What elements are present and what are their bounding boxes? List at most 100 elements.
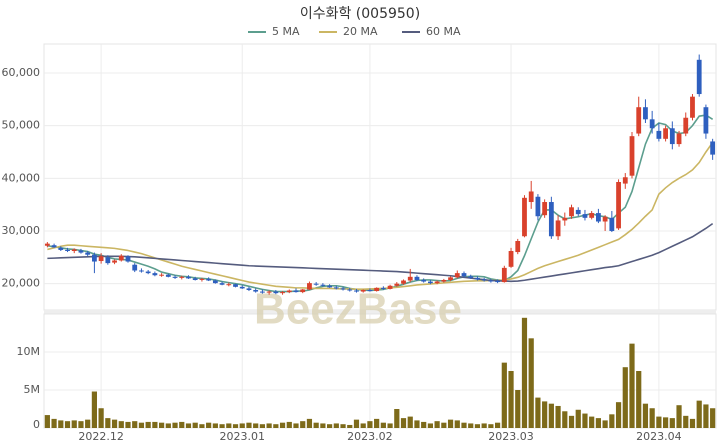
candle-body [622, 177, 628, 184]
volume-bar [474, 424, 481, 428]
volume-bar [649, 408, 655, 428]
candle-body [380, 287, 386, 289]
candle-body [387, 285, 393, 289]
candle-body [649, 119, 655, 129]
volume-bar [689, 418, 696, 428]
legend-label: 20 MA [343, 25, 378, 38]
volume-bar [676, 405, 682, 428]
candle-body [159, 274, 164, 276]
candle-body [226, 284, 232, 286]
candle-body [696, 59, 702, 95]
volume-bar [219, 424, 225, 428]
candle-body [253, 289, 259, 292]
candle-body [495, 281, 500, 283]
candle-body [165, 274, 171, 277]
volume-bar [253, 423, 259, 428]
volume-bar [421, 421, 427, 428]
volume-bar [353, 419, 360, 428]
volume-bar [642, 403, 649, 428]
volume-bar [589, 416, 595, 428]
candle-body [172, 276, 178, 278]
candle-body [394, 283, 400, 286]
candle-body [582, 214, 588, 218]
volume-bar [548, 403, 554, 428]
volume-bar [387, 423, 393, 428]
ma-line [47, 114, 714, 293]
volume-bar [555, 405, 561, 428]
y-tick-label: 60,000 [2, 66, 41, 79]
volume-bar [454, 420, 460, 428]
candle-body [407, 276, 413, 281]
candle-body [186, 276, 191, 279]
candle-body [515, 240, 521, 253]
candle-body [132, 264, 138, 271]
volume-bar [656, 416, 662, 428]
candle-body [340, 288, 346, 290]
volume-bar [622, 367, 628, 428]
candle-body [179, 276, 185, 278]
volume-bar [615, 402, 622, 428]
candle-body [125, 256, 131, 262]
candle-body [535, 196, 541, 217]
volume-bar [145, 421, 151, 428]
y-tick-label: 10M [17, 345, 41, 358]
candle-body [575, 209, 581, 215]
candle-body [71, 249, 77, 252]
candle-body [528, 191, 534, 203]
candle-body [367, 289, 373, 292]
x-tick-label: 2023.03 [488, 430, 534, 443]
volume-bar [259, 424, 265, 428]
candle-body [199, 278, 205, 280]
candle-body [676, 133, 682, 145]
volume-bar [179, 421, 185, 428]
candle-body [239, 286, 245, 289]
volume-bar [78, 421, 84, 428]
volume-bar [528, 338, 534, 428]
candle-body [139, 270, 144, 272]
volume-bar [669, 418, 675, 428]
volume-bar [125, 421, 131, 428]
volume-bar [118, 421, 124, 428]
candle-body [98, 256, 104, 262]
volume-bar [199, 424, 205, 428]
volume-bar [286, 421, 292, 428]
candle-body [468, 276, 474, 278]
candle-body [273, 291, 279, 294]
volume-bar [609, 414, 615, 428]
volume-bar [232, 424, 239, 428]
candle-body [421, 279, 427, 282]
volume-bar [132, 421, 138, 428]
y-tick-label: 5M [24, 383, 41, 396]
volume-bar [696, 400, 702, 428]
volume-bar [152, 421, 158, 428]
candle-body [589, 213, 595, 218]
volume-bar [138, 422, 145, 428]
volume-bar [51, 418, 57, 428]
candle-body [643, 107, 648, 120]
volume-bar [105, 418, 111, 428]
candle-body [260, 291, 265, 293]
candle-body [703, 107, 709, 134]
volume-bar [495, 422, 501, 428]
volume-bar [636, 371, 642, 428]
candle-body [152, 273, 158, 276]
candle-body [293, 290, 299, 293]
candle-body [501, 267, 507, 283]
volume-bar [568, 415, 575, 428]
volume-bar [239, 423, 245, 428]
volume-bar [407, 416, 413, 428]
volume-bar [111, 419, 118, 428]
volume-bar [159, 422, 165, 428]
candle-body [481, 279, 487, 281]
candle-body [555, 220, 561, 237]
candle-body [663, 128, 668, 139]
candle-body [522, 197, 527, 237]
candle-body [441, 279, 447, 282]
candle-body [475, 277, 480, 280]
candle-body [542, 202, 548, 216]
candle-body [233, 284, 238, 287]
candle-body [461, 273, 467, 277]
volume-bar [293, 423, 299, 428]
volume-bar [327, 424, 333, 428]
